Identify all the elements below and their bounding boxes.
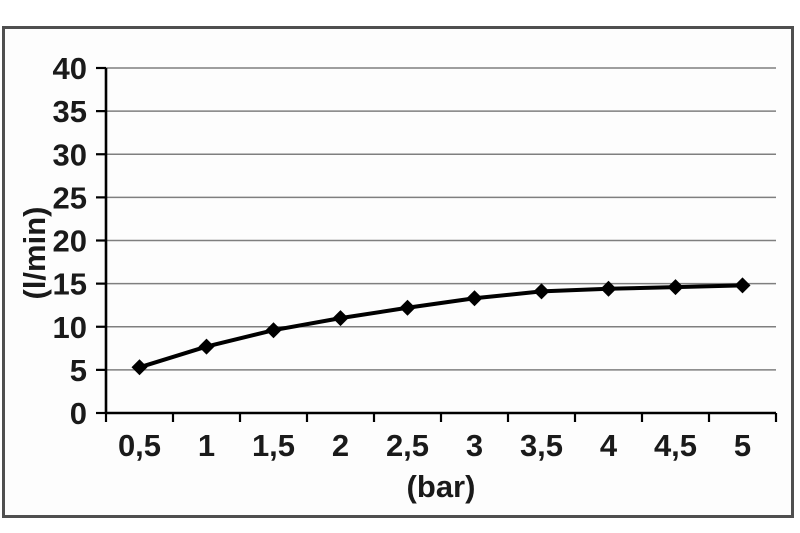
y-tick-label: 25 <box>53 180 87 215</box>
data-point-marker <box>734 277 751 294</box>
y-tick-label: 10 <box>53 310 87 345</box>
x-axis-title: (bar) <box>406 469 476 504</box>
series-line <box>138 283 743 370</box>
y-axis-title: (l/min) <box>17 206 52 300</box>
chart-frame <box>2 26 794 518</box>
x-tick-label: 2,5 <box>386 428 429 463</box>
data-point-marker <box>399 299 416 316</box>
x-tick-label: 4,5 <box>654 428 697 463</box>
y-tick-label: 0 <box>70 396 87 431</box>
data-point-marker <box>265 322 282 339</box>
data-point-marker <box>466 290 483 307</box>
x-tick-label: 3,5 <box>520 428 563 463</box>
y-tick-label: 20 <box>53 224 87 259</box>
data-point-marker <box>131 359 148 376</box>
x-tick-label: 0,5 <box>118 428 161 463</box>
x-tick-label: 2 <box>332 428 349 463</box>
data-point-marker <box>667 279 684 296</box>
y-tick-label: 15 <box>53 267 87 302</box>
data-point-marker <box>600 280 617 297</box>
x-tick-label: 3 <box>466 428 483 463</box>
x-tick-label: 5 <box>734 428 751 463</box>
y-tick-label: 40 <box>53 51 87 86</box>
data-point-marker <box>198 338 215 355</box>
x-tick-label: 1,5 <box>252 428 295 463</box>
data-point-marker <box>533 283 550 300</box>
y-tick-label: 35 <box>53 94 87 129</box>
x-tick-label: 1 <box>198 428 215 463</box>
x-tick-label: 4 <box>600 428 618 463</box>
data-point-marker <box>332 310 349 327</box>
y-tick-label: 5 <box>70 353 87 388</box>
y-tick-label: 30 <box>53 137 87 172</box>
